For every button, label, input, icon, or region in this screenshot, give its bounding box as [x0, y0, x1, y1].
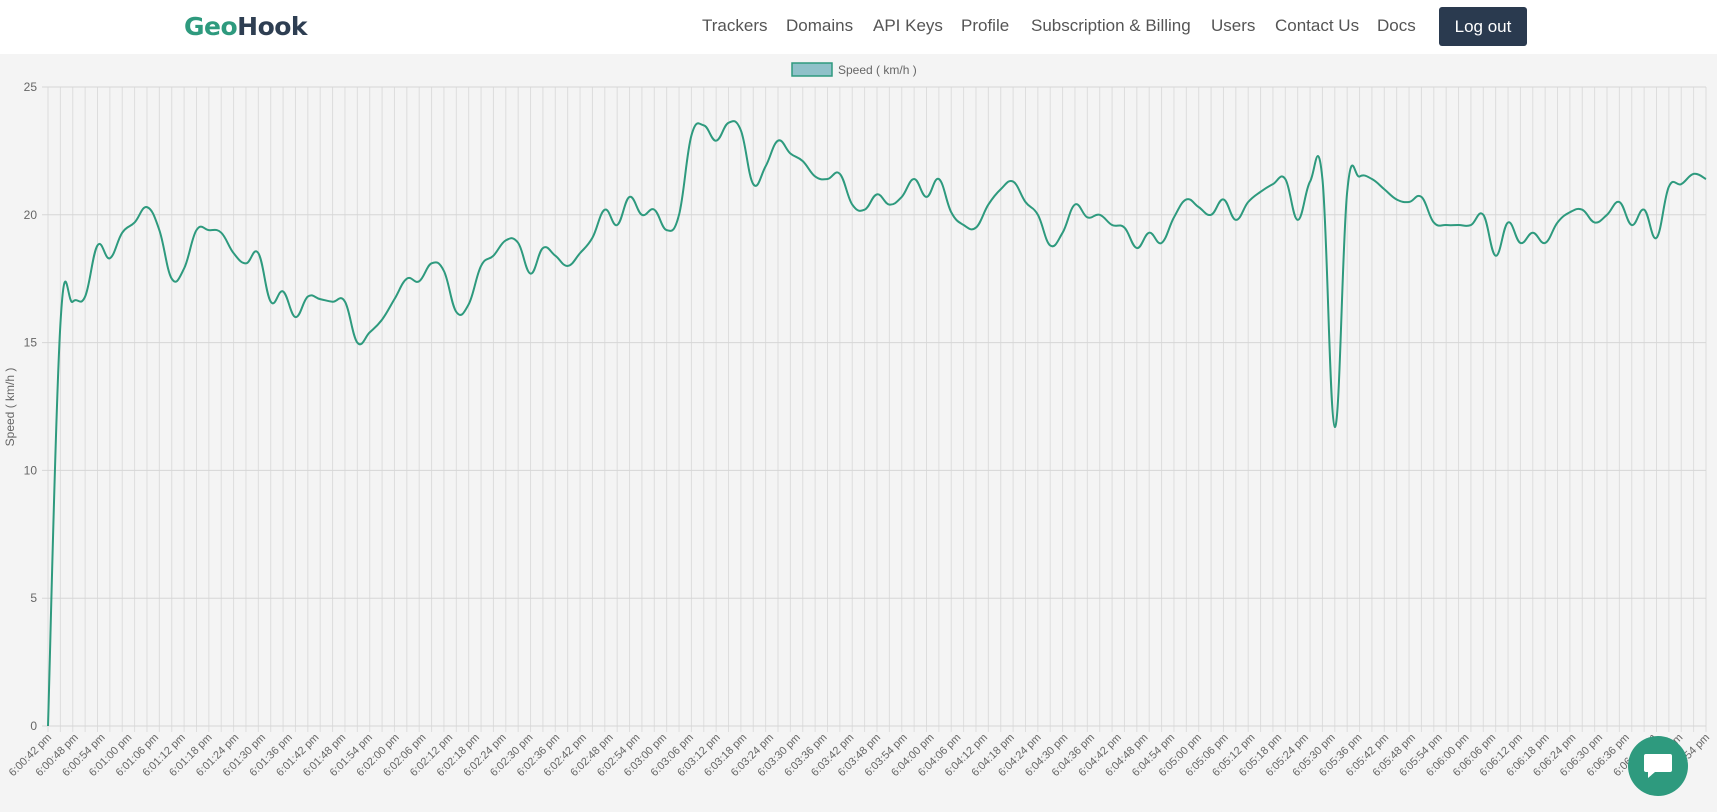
y-gridlines	[42, 86, 1706, 727]
chat-bubble-icon	[1644, 754, 1672, 778]
geohook-logo[interactable]: GeoHook	[184, 12, 308, 42]
nav-subscription-billing[interactable]: Subscription & Billing	[1031, 16, 1191, 35]
y-axis-label: Speed ( km/h )	[3, 368, 17, 447]
x-gridlines	[47, 87, 1707, 732]
logo-hook: Hook	[237, 12, 308, 41]
y-tick-labels: 0 5 10 15 20 25	[24, 80, 38, 733]
y-tick-label: 5	[30, 591, 37, 605]
y-tick-label: 25	[24, 80, 38, 94]
nav-users[interactable]: Users	[1211, 16, 1256, 35]
nav-docs[interactable]: Docs	[1377, 16, 1416, 35]
speed-series-line	[47, 120, 1707, 727]
x-tick-labels: 6:00:42 pm6:00:48 pm6:00:54 pm6:01:00 pm…	[7, 732, 1712, 779]
speed-chart: 0 5 10 15 20 25 6:00:42 pm6:00:48 pm6:00:54 p…	[3, 62, 1712, 779]
y-tick-label: 20	[24, 208, 38, 222]
logo-geo: Geo	[184, 12, 238, 41]
legend-swatch[interactable]	[791, 62, 833, 77]
logout-button[interactable]: Log out	[1439, 7, 1527, 46]
top-navbar: GeoHook Trackers Domains API Keys Profil…	[0, 0, 1717, 54]
nav-profile[interactable]: Profile	[961, 16, 1010, 35]
nav-domains[interactable]: Domains	[786, 16, 854, 35]
nav-api-keys[interactable]: API Keys	[873, 16, 943, 35]
y-tick-label: 0	[30, 719, 37, 733]
y-tick-label: 15	[24, 336, 38, 350]
y-tick-label: 10	[24, 463, 38, 477]
nav-trackers[interactable]: Trackers	[702, 16, 768, 35]
legend-label: Speed ( km/h )	[838, 63, 917, 77]
chat-button[interactable]	[1628, 736, 1688, 796]
nav-contact-us[interactable]: Contact Us	[1275, 16, 1360, 35]
